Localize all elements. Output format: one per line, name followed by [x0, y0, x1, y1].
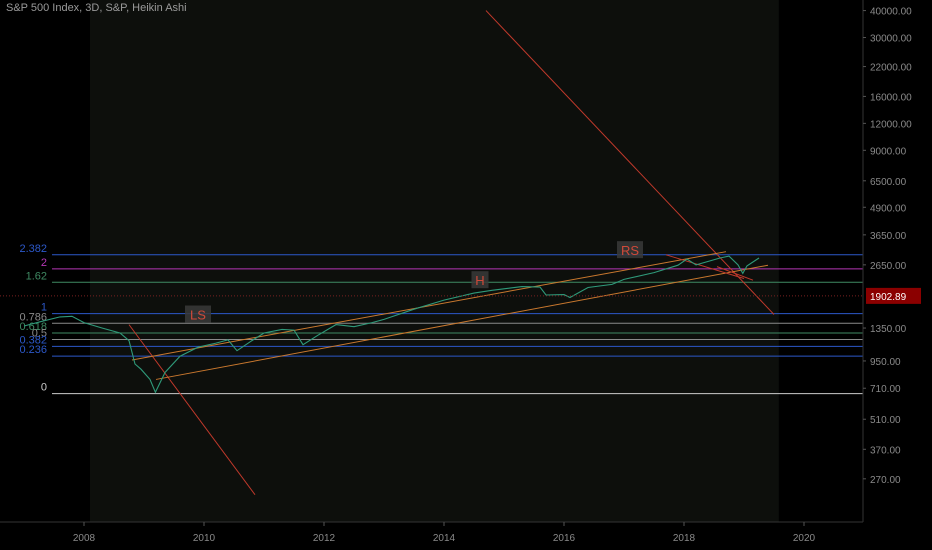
- time-tick-label: 2020: [793, 533, 816, 544]
- annotation-box: [617, 241, 643, 259]
- trendlines: [128, 10, 775, 495]
- fib-label: 0.382: [19, 334, 47, 346]
- price-tick-label: 6500.00: [870, 177, 907, 188]
- last-price-tag: [866, 287, 921, 304]
- descending-trendline: [485, 10, 775, 315]
- fib-label: 1.62: [26, 270, 47, 282]
- price-tick-label: 22000.00: [870, 63, 912, 74]
- price-tick-label: 3650.00: [870, 231, 907, 242]
- time-tick-label: 2014: [433, 533, 456, 544]
- price-tick-label: 30000.00: [870, 34, 912, 45]
- time-tick-label: 2012: [313, 533, 336, 544]
- rs-cross-line: [716, 266, 754, 281]
- channel-upper-line: [131, 251, 727, 361]
- price-tick-label: 950.00: [870, 357, 901, 368]
- price-tick-label: 1350.00: [870, 324, 907, 335]
- shaded-range: [90, 0, 779, 522]
- annotation-label: LS: [190, 307, 206, 322]
- annotation-label: RS: [621, 243, 639, 258]
- chart-title: S&P 500 Index, 3D, S&P, Heikin Ashi: [6, 2, 187, 14]
- price-tick-label: 710.00: [870, 384, 901, 395]
- rs-neckline: [665, 254, 745, 280]
- annotation-label: H: [475, 273, 484, 288]
- price-tick-label: 9000.00: [870, 146, 907, 157]
- price-tick-label: 2650.00: [870, 261, 907, 272]
- annotation-box: [185, 305, 211, 323]
- fib-label: 0.618: [19, 321, 47, 333]
- channel-lower-line: [155, 264, 769, 380]
- time-axis[interactable]: 2008 2010 2012 2014 2016 2018 2020: [0, 521, 863, 544]
- time-tick-label: 2016: [553, 533, 576, 544]
- time-tick-label: 2008: [73, 533, 96, 544]
- price-tick-label: 12000.00: [870, 119, 912, 130]
- fib-label: 0: [41, 382, 47, 394]
- price-tick-label: 510.00: [870, 415, 901, 426]
- fib-label: 0.236: [19, 344, 47, 356]
- price-series-line: [23, 255, 760, 394]
- pattern-annotations: LS H RS: [185, 241, 643, 323]
- price-tick-label: 40000.00: [870, 7, 912, 18]
- time-tick-label: 2018: [673, 533, 696, 544]
- fib-label: 0.5: [32, 327, 47, 339]
- price-tick-label: 370.00: [870, 445, 901, 456]
- time-tick-label: 2010: [193, 533, 216, 544]
- last-price-label: 1902.89: [870, 292, 907, 303]
- fib-label: 2: [41, 257, 47, 269]
- price-axis[interactable]: 40000.00 30000.00 22000.00 16000.00 12000.00…: [0, 0, 921, 522]
- annotation-box: [471, 271, 489, 289]
- fib-label: 1: [41, 302, 47, 314]
- crash-trendline: [128, 324, 256, 495]
- price-tick-label: 4900.00: [870, 203, 907, 214]
- price-tick-label: 16000.00: [870, 92, 912, 103]
- price-tick-label: 270.00: [870, 475, 901, 486]
- fib-label: 2.382: [19, 243, 47, 255]
- fib-label: 0.786: [19, 311, 47, 323]
